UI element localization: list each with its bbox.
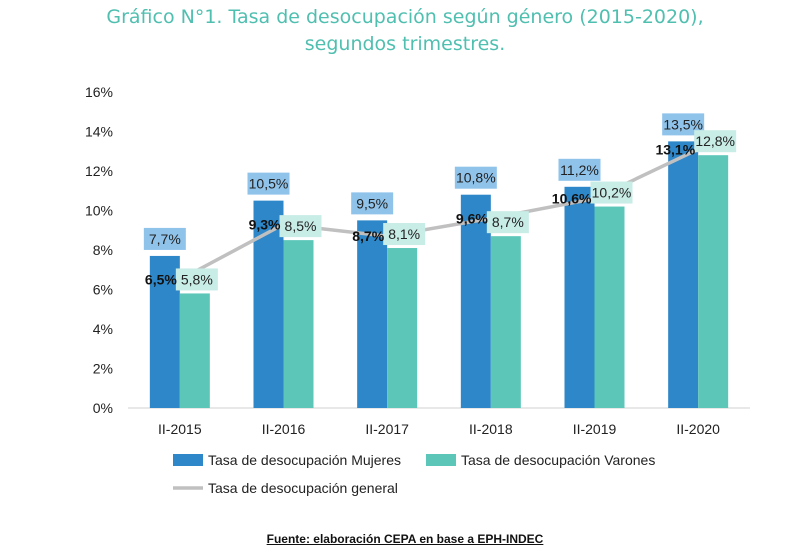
y-tick-label: 2%: [93, 361, 113, 377]
data-label-general: 10,6%: [552, 191, 592, 207]
bar-mujeres: [460, 194, 491, 408]
label-box-mujeres: [247, 172, 290, 195]
legend-swatch-varones: [426, 454, 456, 466]
y-tick-label: 16%: [85, 84, 113, 100]
bar-mujeres: [149, 255, 180, 408]
data-label-general: 6,5%: [145, 272, 177, 288]
label-box-mujeres: [454, 166, 497, 189]
label-box-varones: [486, 211, 529, 234]
data-label-mujeres: 11,2%: [560, 162, 599, 178]
data-label-varones: 10,2%: [592, 185, 632, 201]
label-box-mujeres: [558, 158, 601, 181]
y-tick-label: 12%: [85, 163, 113, 179]
bar-varones: [179, 293, 210, 408]
source-note: Fuente: elaboración CEPA en base a EPH-I…: [266, 532, 544, 546]
data-label-mujeres: 7,7%: [149, 231, 181, 247]
bar-mujeres: [253, 200, 284, 408]
data-label-varones: 12,8%: [695, 133, 735, 149]
legend-label-general: Tasa de desocupación general: [208, 480, 398, 496]
label-box-mujeres: [351, 192, 394, 215]
data-label-general: 8,7%: [352, 228, 384, 244]
label-box-mujeres: [662, 113, 705, 136]
x-tick-label: II-2017: [365, 421, 409, 437]
bar-varones: [387, 248, 418, 408]
legend-swatch-mujeres: [173, 454, 203, 466]
y-tick-label: 4%: [93, 321, 113, 337]
data-label-mujeres: 13,5%: [663, 116, 703, 132]
y-tick-label: 10%: [85, 203, 113, 219]
label-box-mujeres: [143, 227, 186, 250]
data-label-general: 13,1%: [655, 141, 695, 157]
label-box-varones: [590, 181, 633, 204]
y-tick-label: 6%: [93, 282, 113, 298]
y-tick-label: 8%: [93, 242, 113, 258]
bar-mujeres: [564, 186, 595, 408]
label-box-varones: [694, 130, 737, 153]
y-tick-label: 0%: [93, 400, 113, 416]
label-box-varones: [175, 268, 218, 291]
data-label-varones: 8,1%: [388, 226, 420, 242]
data-label-general: 9,6%: [456, 210, 488, 226]
x-tick-label: II-2016: [262, 421, 306, 437]
legend-label-varones: Tasa de desocupación Varones: [461, 452, 655, 468]
data-label-mujeres: 10,8%: [456, 170, 496, 186]
bar-varones: [698, 155, 729, 408]
label-box-varones: [383, 223, 426, 246]
chart-title-line-2: segundos trimestres.: [304, 33, 506, 55]
chart-title: Gráfico N°1. Tasa de desocupación según …: [0, 4, 810, 58]
chart-title-line-1: Gráfico N°1. Tasa de desocupación según …: [106, 6, 704, 28]
data-label-varones: 8,7%: [492, 214, 524, 230]
bar-mujeres: [668, 141, 699, 408]
data-label-mujeres: 9,5%: [356, 195, 388, 211]
data-label-varones: 5,8%: [181, 271, 213, 287]
x-tick-label: II-2020: [676, 421, 720, 437]
x-tick-label: II-2019: [573, 421, 617, 437]
bar-mujeres: [357, 220, 388, 408]
data-label-varones: 8,5%: [285, 218, 317, 234]
x-tick-label: II-2018: [469, 421, 513, 437]
label-box-varones: [279, 215, 322, 238]
data-label-general: 9,3%: [249, 216, 281, 232]
data-label-mujeres: 10,5%: [249, 176, 289, 192]
bar-varones: [594, 206, 625, 408]
y-tick-label: 14%: [85, 124, 113, 140]
bar-varones: [283, 240, 314, 408]
legend-label-mujeres: Tasa de desocupación Mujeres: [208, 452, 401, 468]
bar-varones: [490, 236, 521, 408]
x-tick-label: II-2015: [158, 421, 202, 437]
